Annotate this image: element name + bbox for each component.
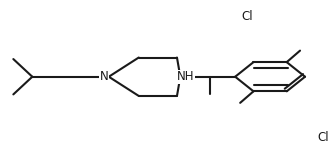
Text: Cl: Cl [241, 10, 253, 23]
Text: N: N [100, 70, 108, 83]
Text: NH: NH [177, 70, 194, 83]
Text: Cl: Cl [318, 131, 329, 144]
